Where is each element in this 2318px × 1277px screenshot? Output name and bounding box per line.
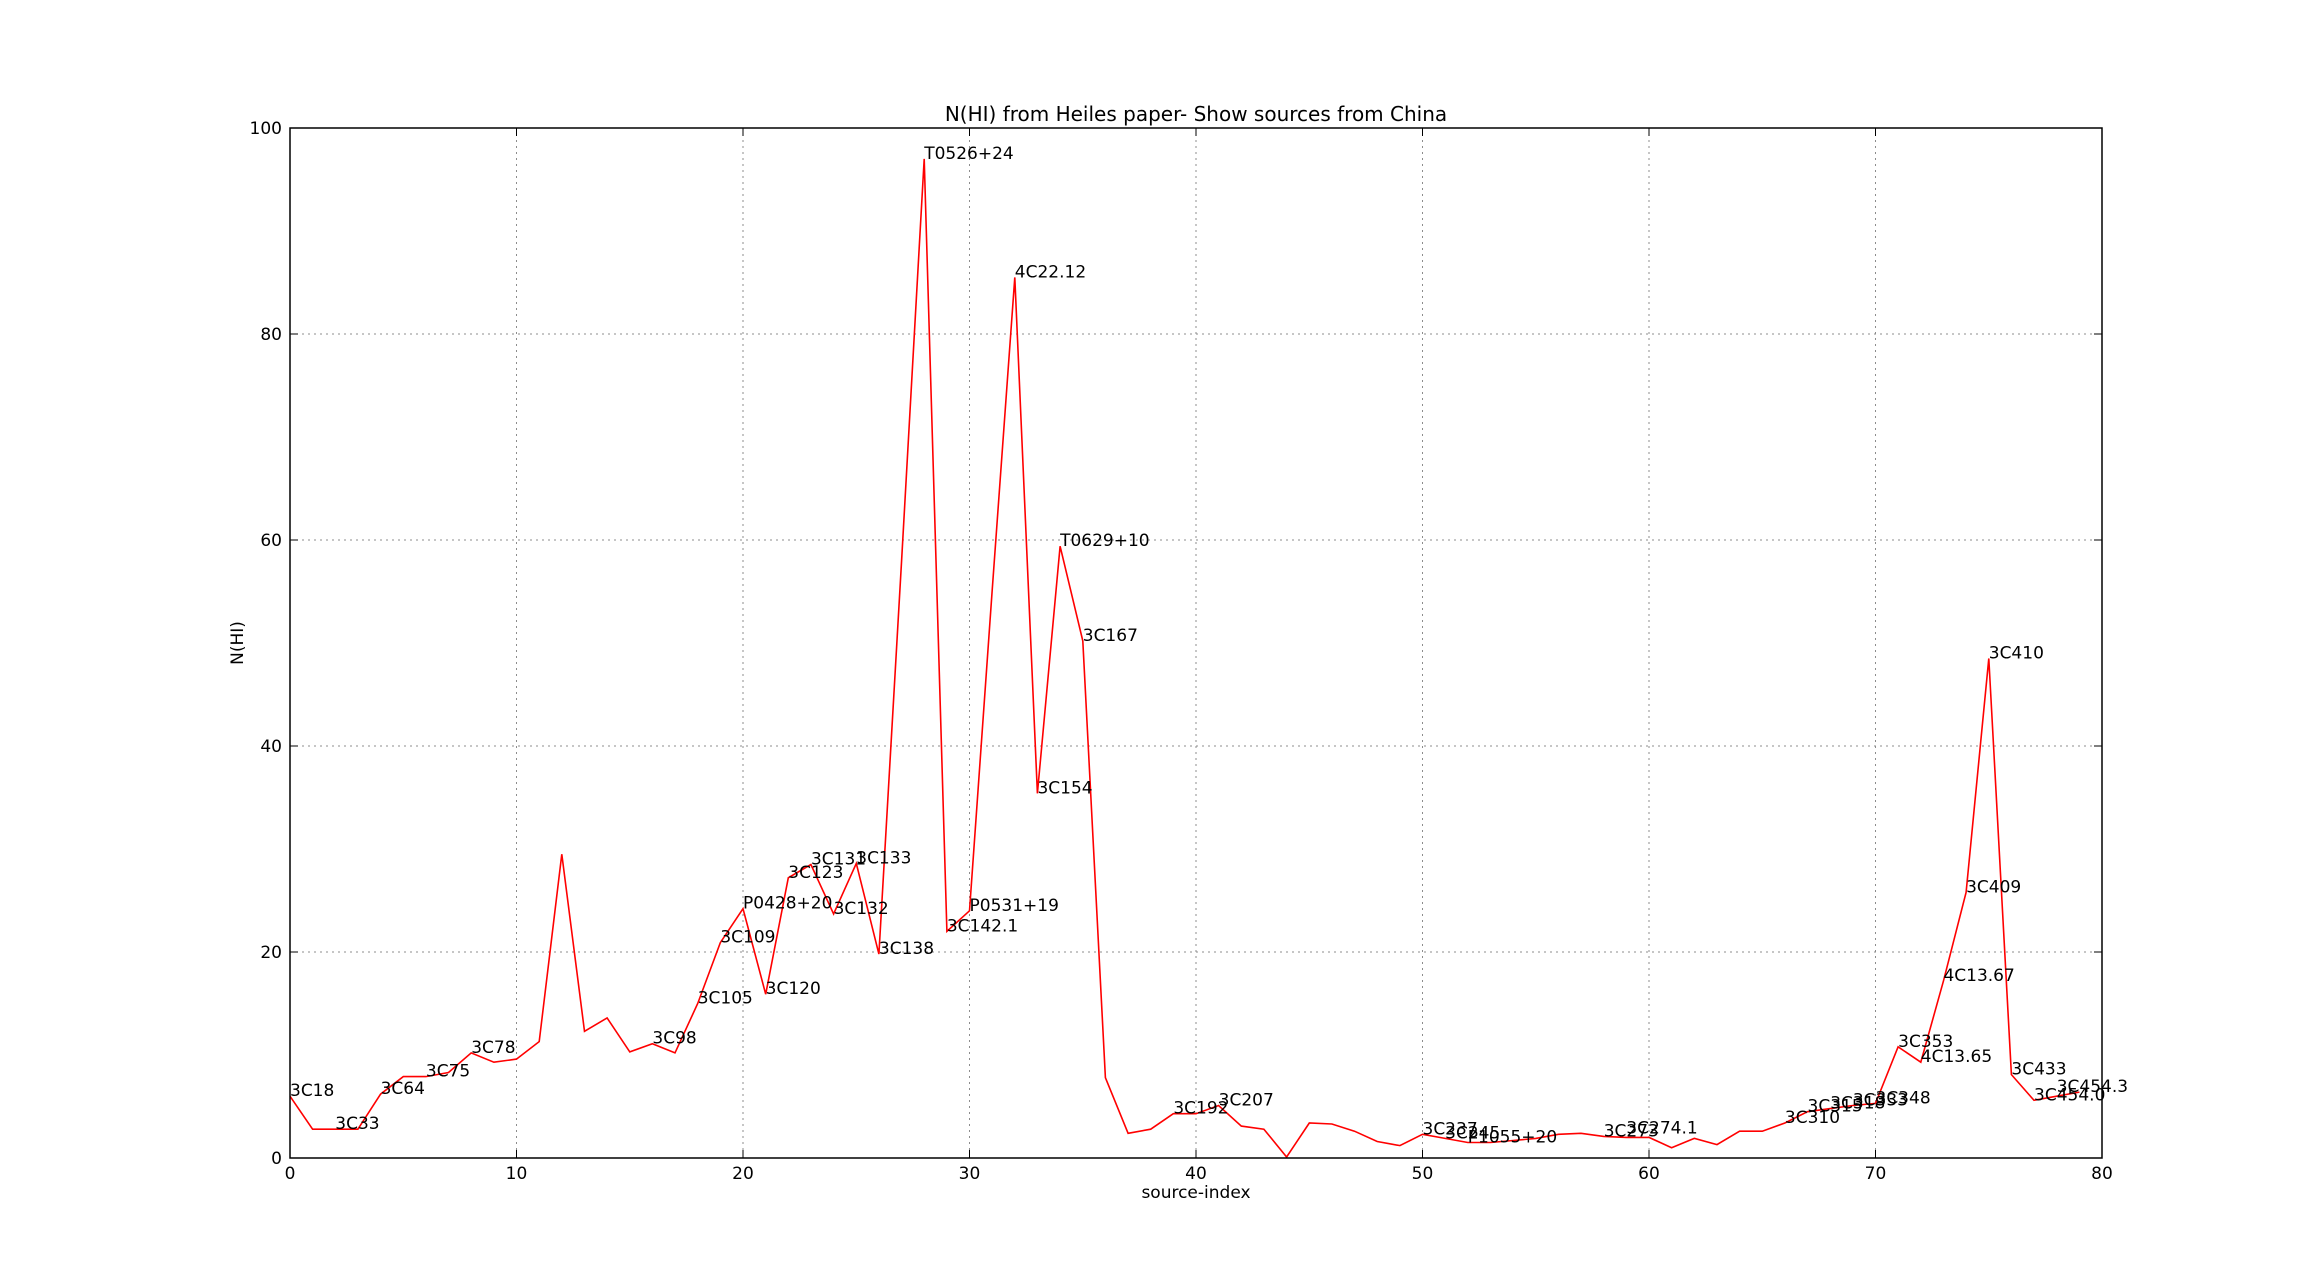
x-tick-label: 0 (285, 1164, 296, 1184)
source-annotation: 3C245 (1445, 1123, 1500, 1143)
source-annotation: 3C132 (834, 899, 889, 919)
source-annotation: 3C454.0 (2034, 1085, 2105, 1105)
source-annotation: 3C133 (856, 848, 911, 868)
source-annotation: 3C138 (879, 939, 934, 959)
y-tick-label: 60 (260, 531, 282, 551)
x-tick-label: 50 (1412, 1164, 1434, 1184)
source-annotation: 4C22.12 (1015, 262, 1086, 282)
source-annotation: 3C409 (1966, 877, 2021, 897)
source-annotation: 3C64 (381, 1079, 425, 1099)
y-tick-label: 80 (260, 325, 282, 345)
x-tick-label: 20 (732, 1164, 754, 1184)
x-tick-label: 30 (959, 1164, 981, 1184)
source-annotation: 4C13.67 (1943, 966, 2014, 986)
y-tick-label: 20 (260, 943, 282, 963)
source-annotation: 3C75 (426, 1062, 470, 1082)
source-annotation: 3C98 (652, 1029, 696, 1049)
grid (290, 128, 2102, 1158)
source-annotation: 3C18 (290, 1081, 334, 1101)
source-annotation: 3C154 (1037, 778, 1092, 798)
source-annotation: P0531+19 (970, 896, 1059, 916)
source-annotation: 3C120 (766, 979, 821, 999)
source-annotation: P1055+20 (1468, 1128, 1557, 1148)
source-annotation: 3C237 (1423, 1119, 1478, 1139)
x-tick-label: 10 (506, 1164, 528, 1184)
source-annotation: 3C78 (471, 1038, 515, 1058)
source-annotation: 3C33 (335, 1114, 379, 1134)
source-annotation: 3C274.1 (1626, 1118, 1697, 1138)
source-annotation: 3C192 (1173, 1099, 1228, 1119)
series-line (289, 158, 2080, 1159)
x-tick-label: 70 (1865, 1164, 1887, 1184)
source-annotation: 3C348 (1876, 1088, 1931, 1108)
source-annotation: 3C310 (1785, 1108, 1840, 1128)
source-annotation: P0428+20 (743, 894, 832, 914)
x-tick-label: 80 (2091, 1164, 2113, 1184)
source-annotation: 3C207 (1219, 1090, 1274, 1110)
y-tick-label: 40 (260, 737, 282, 757)
axis-ticks: 0 10 20 30 40 50 60 70 80 0 20 40 60 80 100 (250, 119, 2113, 1184)
source-annotation: 3C109 (720, 928, 775, 948)
source-annotation: 3C315 (1808, 1097, 1863, 1117)
source-annotation: T0629+10 (1059, 531, 1150, 551)
y-axis-label: N(HI) (228, 621, 248, 665)
source-annotation: 3C131 (811, 849, 866, 869)
x-tick-label: 60 (1638, 1164, 1660, 1184)
source-annotation: 3C318 (1830, 1094, 1885, 1114)
series-layer (289, 158, 2080, 1159)
y-tick-label: 100 (250, 119, 282, 139)
source-annotation: 3C410 (1989, 643, 2044, 663)
source-annotation: 3C353 (1898, 1032, 1953, 1052)
y-tick-label: 0 (271, 1149, 282, 1169)
source-annotation: 4C13.65 (1921, 1047, 1992, 1067)
source-annotation: 3C123 (788, 863, 843, 883)
source-annotation: 3C333 (1853, 1090, 1908, 1110)
source-annotation: 3C105 (698, 989, 753, 1009)
chart-title: N(HI) from Heiles paper- Show sources fr… (945, 102, 1447, 126)
x-axis-label: source-index (1141, 1183, 1250, 1203)
source-annotation: 3C273 (1604, 1121, 1659, 1141)
source-annotation: 3C142.1 (947, 916, 1018, 936)
source-annotation: T0526+24 (923, 144, 1014, 164)
source-annotation: 3C433 (2011, 1060, 2066, 1080)
source-annotation: 3C454.3 (2057, 1077, 2128, 1097)
x-tick-label: 40 (1185, 1164, 1207, 1184)
source-annotation: 3C167 (1083, 626, 1138, 646)
